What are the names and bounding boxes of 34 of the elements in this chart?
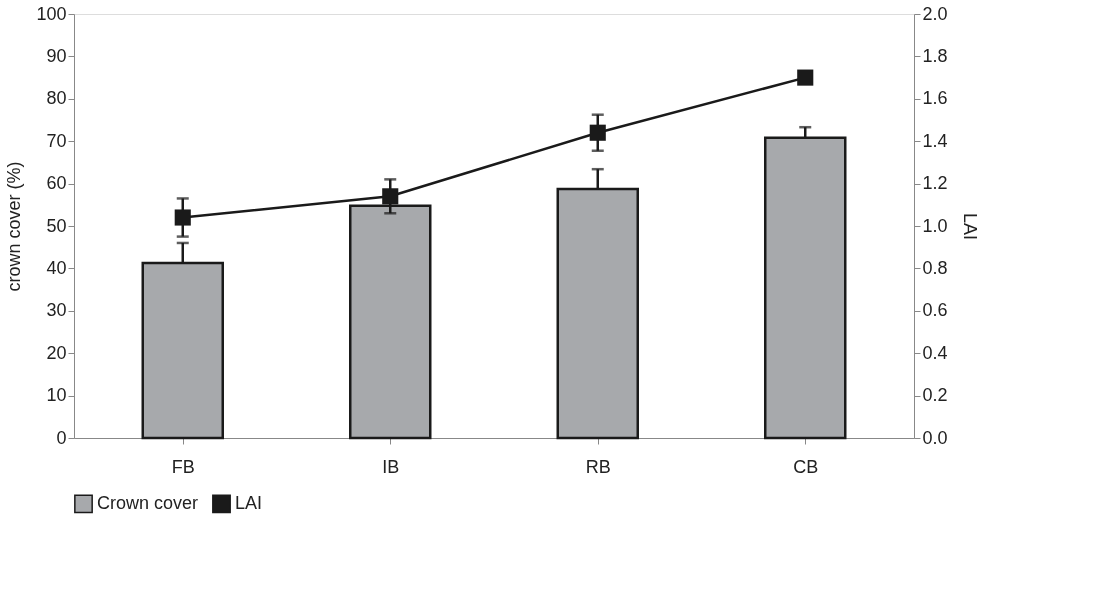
y2-tick-label: 1.2 <box>922 173 948 194</box>
point <box>382 188 399 205</box>
y2-tick-label: 0.8 <box>922 257 948 278</box>
y2-tick-label: 1.4 <box>922 130 948 151</box>
y-tick-label: 0 <box>56 427 67 448</box>
legend-label: LAI <box>235 492 263 513</box>
y2-tick-label: 0.0 <box>922 427 948 448</box>
y2-tick-label: 0.4 <box>922 342 948 363</box>
y-tick-label: 70 <box>46 130 67 151</box>
y2-tick-label: 1.8 <box>922 45 948 66</box>
x-tick-label: RB <box>585 456 611 477</box>
x-tick-label: FB <box>171 456 195 477</box>
y-tick-label: 20 <box>46 342 67 363</box>
y2-tick-label: 1.6 <box>922 88 948 109</box>
y2-tick-label: 1.0 <box>922 215 948 236</box>
y2-tick-label: 0.6 <box>922 300 948 321</box>
y-tick-label: 10 <box>46 385 67 406</box>
y-axis-title: crown cover (%) <box>4 161 25 292</box>
x-tick-label: IB <box>382 456 400 477</box>
point <box>797 69 814 86</box>
y-tick-label: 100 <box>36 3 67 24</box>
point <box>174 209 191 226</box>
y-tick-label: 60 <box>46 173 67 194</box>
y-tick-label: 80 <box>46 88 67 109</box>
y2-tick-label: 2.0 <box>922 3 948 24</box>
y-tick-label: 90 <box>46 45 67 66</box>
legend-label: Crown cover <box>97 492 199 513</box>
point <box>589 124 606 141</box>
y2-tick-label: 0.2 <box>922 385 948 406</box>
x-tick-label: CB <box>793 456 819 477</box>
y-tick-label: 50 <box>46 215 67 236</box>
y-tick-label: 30 <box>46 300 67 321</box>
y2-axis-title: LAI <box>959 212 980 241</box>
y-tick-label: 40 <box>46 257 67 278</box>
